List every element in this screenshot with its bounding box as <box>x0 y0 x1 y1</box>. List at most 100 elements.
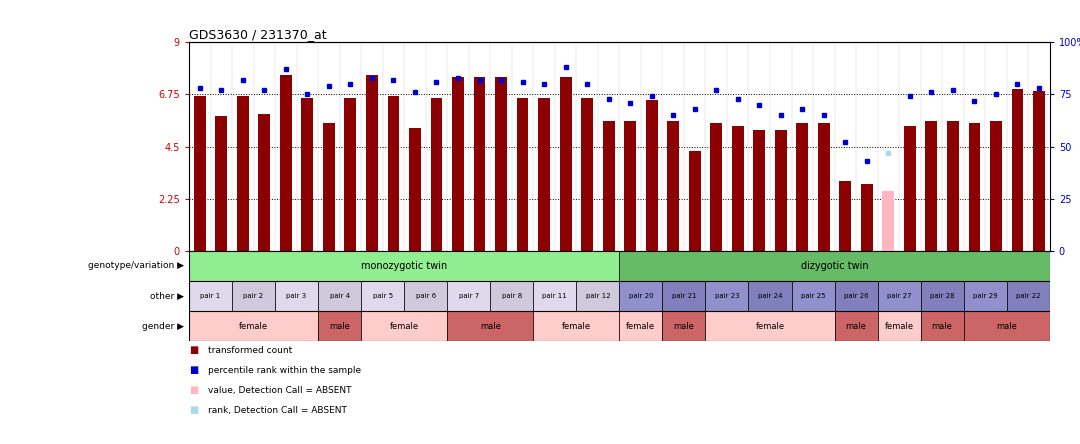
Text: dizygotic twin: dizygotic twin <box>800 261 868 271</box>
Bar <box>705 311 835 341</box>
Text: ■: ■ <box>189 405 199 415</box>
Text: pair 8: pair 8 <box>501 293 522 299</box>
Bar <box>404 281 447 311</box>
Bar <box>624 121 636 251</box>
Bar <box>1007 281 1050 311</box>
Bar <box>792 281 835 311</box>
Bar <box>534 311 620 341</box>
Bar <box>361 281 404 311</box>
Bar <box>861 184 873 251</box>
Bar <box>319 311 361 341</box>
Text: pair 2: pair 2 <box>243 293 264 299</box>
Text: pair 27: pair 27 <box>887 293 912 299</box>
Text: male: male <box>996 322 1017 331</box>
Bar <box>409 128 421 251</box>
Text: female: female <box>885 322 914 331</box>
Text: percentile rank within the sample: percentile rank within the sample <box>208 366 362 375</box>
Bar <box>193 95 205 251</box>
Text: pair 21: pair 21 <box>672 293 697 299</box>
Bar <box>319 281 361 311</box>
Text: monozygotic twin: monozygotic twin <box>361 261 447 271</box>
Bar <box>878 281 920 311</box>
Text: ■: ■ <box>189 365 199 375</box>
Bar <box>453 77 464 251</box>
Bar <box>581 98 593 251</box>
Bar <box>275 281 319 311</box>
Text: male: male <box>480 322 501 331</box>
Bar <box>189 281 232 311</box>
Text: transformed count: transformed count <box>208 346 293 355</box>
Text: pair 3: pair 3 <box>286 293 307 299</box>
Bar <box>538 98 550 251</box>
Bar <box>431 98 443 251</box>
Text: genotype/variation ▶: genotype/variation ▶ <box>87 262 184 270</box>
Bar <box>447 281 490 311</box>
Bar <box>662 311 705 341</box>
Bar <box>215 116 227 251</box>
Text: female: female <box>755 322 784 331</box>
Bar <box>920 311 963 341</box>
Bar <box>882 190 894 251</box>
Bar <box>818 123 829 251</box>
Bar <box>732 126 744 251</box>
Bar <box>667 121 679 251</box>
Text: pair 22: pair 22 <box>1016 293 1040 299</box>
Bar <box>646 100 658 251</box>
Bar <box>258 114 270 251</box>
Bar <box>280 75 292 251</box>
Text: pair 26: pair 26 <box>843 293 868 299</box>
Bar <box>474 77 485 251</box>
Bar <box>1012 88 1024 251</box>
Bar <box>323 123 335 251</box>
Bar <box>926 121 937 251</box>
Bar <box>662 281 705 311</box>
Bar <box>920 281 963 311</box>
Text: ■: ■ <box>189 385 199 395</box>
Text: value, Detection Call = ABSENT: value, Detection Call = ABSENT <box>208 386 352 395</box>
Text: female: female <box>562 322 591 331</box>
Bar <box>774 130 786 251</box>
Text: rank, Detection Call = ABSENT: rank, Detection Call = ABSENT <box>208 406 348 415</box>
Text: female: female <box>239 322 268 331</box>
Text: female: female <box>390 322 419 331</box>
Bar <box>495 77 507 251</box>
Bar <box>620 251 1050 281</box>
Bar <box>189 311 319 341</box>
Text: pair 5: pair 5 <box>373 293 393 299</box>
Text: pair 4: pair 4 <box>329 293 350 299</box>
Bar <box>796 123 808 251</box>
Bar <box>1034 91 1045 251</box>
Bar <box>301 98 313 251</box>
Text: pair 28: pair 28 <box>930 293 955 299</box>
Text: pair 6: pair 6 <box>416 293 436 299</box>
Text: female: female <box>626 322 656 331</box>
Bar <box>534 281 577 311</box>
Bar <box>620 281 662 311</box>
Text: male: male <box>329 322 350 331</box>
Bar <box>835 311 878 341</box>
Bar <box>689 151 701 251</box>
Text: pair 29: pair 29 <box>973 293 998 299</box>
Bar <box>990 121 1002 251</box>
Bar <box>947 121 959 251</box>
Bar <box>904 126 916 251</box>
Bar <box>577 281 620 311</box>
Bar <box>754 130 765 251</box>
Bar <box>878 311 920 341</box>
Bar <box>620 311 662 341</box>
Bar <box>189 251 620 281</box>
Text: pair 20: pair 20 <box>629 293 653 299</box>
Bar <box>839 181 851 251</box>
Text: gender ▶: gender ▶ <box>141 322 184 331</box>
Bar <box>963 311 1050 341</box>
Bar <box>711 123 723 251</box>
Bar <box>237 95 248 251</box>
Text: male: male <box>674 322 694 331</box>
Bar <box>603 121 615 251</box>
Text: pair 11: pair 11 <box>542 293 567 299</box>
Text: male: male <box>932 322 953 331</box>
Text: pair 23: pair 23 <box>715 293 740 299</box>
Text: pair 24: pair 24 <box>758 293 782 299</box>
Text: other ▶: other ▶ <box>150 292 184 301</box>
Text: pair 1: pair 1 <box>201 293 220 299</box>
